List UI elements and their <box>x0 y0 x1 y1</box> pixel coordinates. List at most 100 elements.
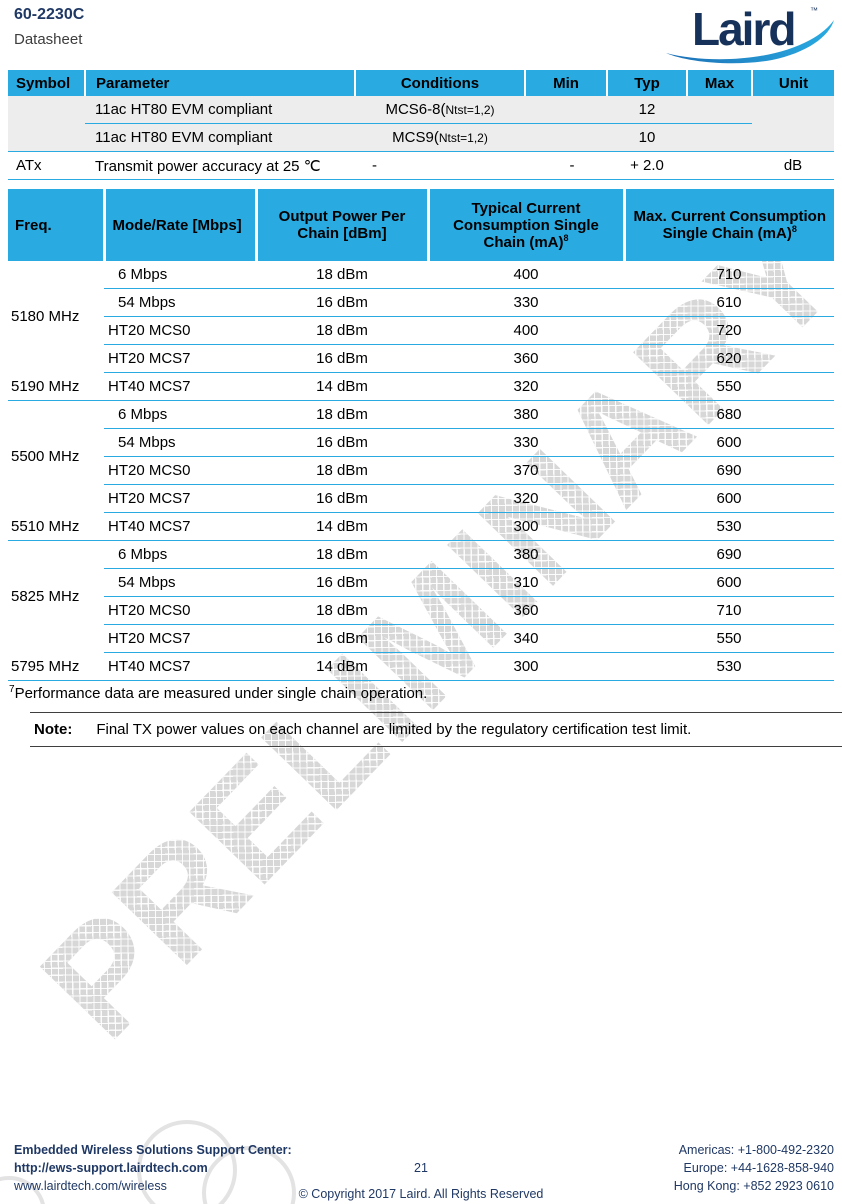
col-mode-rate: Mode/Rate [Mbps] <box>104 189 258 261</box>
cell-max-current: 530 <box>624 652 834 681</box>
cell-output-power: 16 dBm <box>256 428 428 457</box>
cell-max-current: 720 <box>624 316 834 345</box>
cell-symbol <box>8 123 85 152</box>
col-max-current: Max. Current Consumption Single Chain (m… <box>624 189 834 261</box>
power-row: HT20 MCS0 18 dBm 370 690 <box>8 456 834 485</box>
cell-output-power: 16 dBm <box>256 484 428 513</box>
cell-unit: dB <box>752 151 834 180</box>
note-text: Final TX power values on each channel ar… <box>96 721 692 738</box>
doc-number: 60-2230C <box>14 6 85 23</box>
cell-max-current: 710 <box>624 261 834 289</box>
cell-mode: 54 Mbps <box>104 288 256 317</box>
col-freq: Freq. <box>8 189 106 261</box>
power-consumption-table: Freq. Mode/Rate [Mbps] Output Power Per … <box>8 189 834 681</box>
cell-typical-current: 360 <box>428 596 624 625</box>
contact-hongkong: Hong Kong: +852 2923 0610 <box>673 1179 834 1193</box>
note-label: Note: <box>34 721 73 738</box>
cell-mode: HT20 MCS0 <box>104 596 256 625</box>
power-row: HT20 MCS7 16 dBm 340 550 <box>8 624 834 653</box>
cell-output-power: 16 dBm <box>256 344 428 373</box>
footnote-7: 7Performance data are measured under sin… <box>9 684 427 702</box>
cell-max <box>687 151 752 180</box>
page-number: 21 <box>414 1161 428 1175</box>
cell-mode: HT20 MCS7 <box>104 344 256 373</box>
cell-typical-current: 360 <box>428 344 624 373</box>
cell-mode: 6 Mbps <box>104 400 256 429</box>
freq-label: 5795 MHz <box>8 652 104 681</box>
laird-swoosh-icon <box>666 20 834 64</box>
freq-label: 5825 MHz <box>11 588 80 606</box>
cell-output-power: 18 dBm <box>256 261 428 289</box>
cell-max-current: 550 <box>624 372 834 401</box>
power-row: HT20 MCS7 16 dBm 320 600 <box>8 484 834 513</box>
cell-max <box>687 123 752 152</box>
col-parameter: Parameter <box>85 70 356 96</box>
power-row: 5825 MHz 6 Mbps 18 dBm 380 690 <box>8 540 834 605</box>
cell-output-power: 16 dBm <box>256 624 428 653</box>
cell-mode: 54 Mbps <box>104 568 256 597</box>
col-min: Min <box>525 70 608 96</box>
footer-wireless-url: www.lairdtech.com/wireless <box>14 1179 167 1193</box>
cell-min <box>525 123 607 152</box>
footnote-text: Performance data are measured under sing… <box>14 685 428 702</box>
power-header-row: Freq. Mode/Rate [Mbps] Output Power Per … <box>8 189 834 261</box>
cell-max-current: 600 <box>624 484 834 513</box>
power-row: 5510 MHz HT40 MCS7 14 dBm 300 530 <box>8 512 834 541</box>
col-symbol: Symbol <box>8 70 86 96</box>
cell-typical-current: 310 <box>428 568 624 597</box>
spec-row: 11ac HT80 EVM compliant MCS6-8(Ntst=1,2)… <box>8 96 834 124</box>
header-text: Max. Current Consumption Single Chain (m… <box>633 208 827 242</box>
cell-output-power: 18 dBm <box>256 316 428 345</box>
footer-support-title: Embedded Wireless Solutions Support Cent… <box>14 1143 292 1157</box>
cell-max <box>687 96 752 124</box>
cell-max-current: 690 <box>624 456 834 485</box>
power-row: 54 Mbps 16 dBm 310 600 <box>8 568 834 597</box>
footnote-ref: 8 <box>791 224 797 234</box>
cell-typical-current: 330 <box>428 288 624 317</box>
cell-output-power: 16 dBm <box>256 288 428 317</box>
cell-symbol: ATx <box>8 151 85 180</box>
cell-max-current: 550 <box>624 624 834 653</box>
cell-typical-current: 300 <box>428 512 624 541</box>
cell-mode: HT40 MCS7 <box>104 512 256 541</box>
cell-mode: HT20 MCS0 <box>104 456 256 485</box>
cell-max-current: 710 <box>624 596 834 625</box>
cell-typical-current: 320 <box>428 372 624 401</box>
cell-max-current: 600 <box>624 428 834 457</box>
power-row: 54 Mbps 16 dBm 330 600 <box>8 428 834 457</box>
cell-mode: HT40 MCS7 <box>104 372 256 401</box>
cell-parameter: Transmit power accuracy at 25 ℃ <box>85 151 355 180</box>
cell-mode: HT20 MCS7 <box>104 624 256 653</box>
condition-text: MCS9( <box>392 129 439 146</box>
footer-contact-block: Americas: +1-800-492-2320 Europe: +44-16… <box>674 1141 834 1195</box>
footer-support-block: Embedded Wireless Solutions Support Cent… <box>14 1141 292 1195</box>
cell-min <box>525 96 607 124</box>
condition-text: MCS6-8( <box>385 101 446 118</box>
power-row: 5190 MHz HT40 MCS7 14 dBm 320 550 <box>8 372 834 401</box>
cell-typical-current: 400 <box>428 316 624 345</box>
cell-conditions: MCS9(Ntst=1,2) <box>355 123 525 152</box>
power-row: 5500 MHz 6 Mbps 18 dBm 380 680 <box>8 400 834 465</box>
condition-subscript: Ntst=1,2) <box>438 131 488 145</box>
freq-label: 5190 MHz <box>8 372 104 401</box>
cell-typ: 12 <box>607 96 687 124</box>
spec-row: 11ac HT80 EVM compliant MCS9(Ntst=1,2) 1… <box>8 123 834 152</box>
freq-label: 5510 MHz <box>8 512 104 541</box>
cell-output-power: 18 dBm <box>256 596 428 625</box>
footnote-ref: 8 <box>563 232 569 243</box>
cell-output-power: 14 dBm <box>256 512 428 541</box>
spec-header-row: Symbol Parameter Conditions Min Typ Max … <box>8 70 834 96</box>
laird-logo-text: Laird <box>692 3 794 55</box>
contact-europe: Europe: +44-1628-858-940 <box>683 1161 834 1175</box>
cell-mode: 6 Mbps <box>104 261 256 289</box>
cell-output-power: 18 dBm <box>256 540 428 569</box>
power-row: HT20 MCS7 16 dBm 360 620 <box>8 344 834 373</box>
cell-conditions: MCS6-8(Ntst=1,2) <box>355 96 525 124</box>
cell-max-current: 600 <box>624 568 834 597</box>
col-typ: Typ <box>607 70 688 96</box>
cell-mode: 6 Mbps <box>104 540 256 569</box>
header-text: Typical Current Consumption Single Chain… <box>453 199 599 251</box>
col-unit: Unit <box>752 70 834 96</box>
cell-mode: 54 Mbps <box>104 428 256 457</box>
